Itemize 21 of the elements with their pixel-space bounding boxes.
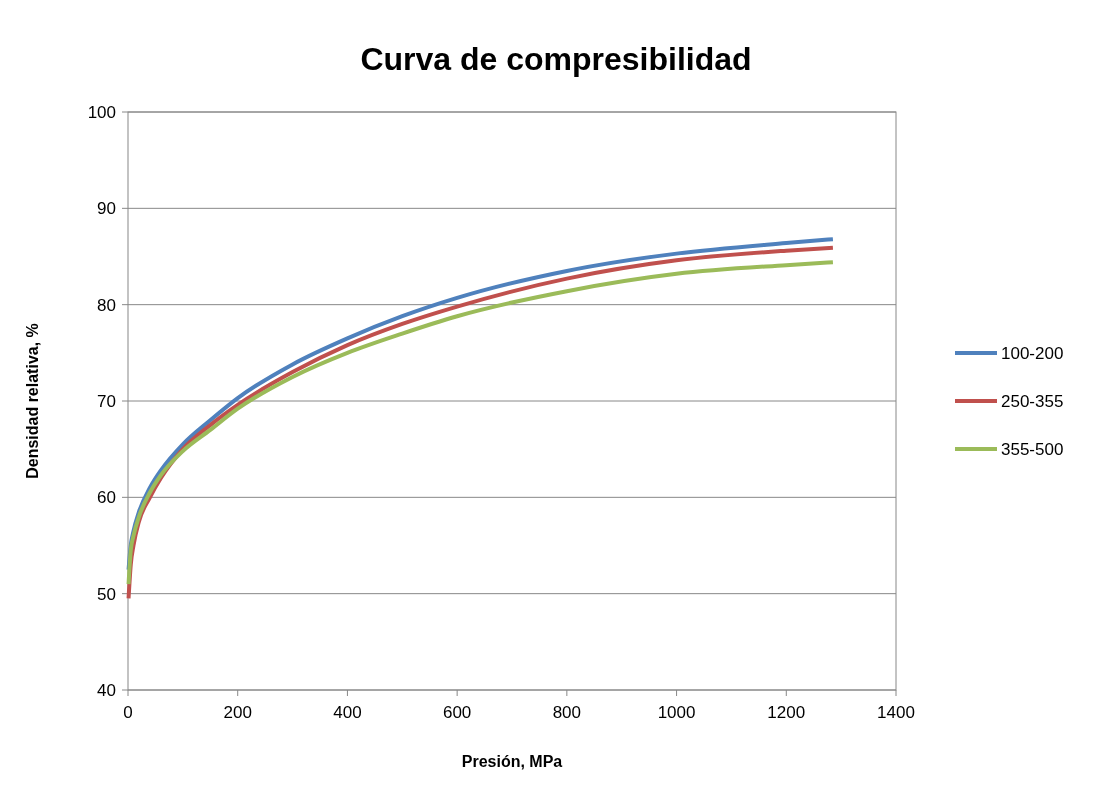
x-tick-label: 800 [552,703,582,722]
chart-title: Curva de compresibilidad [360,41,752,77]
x-tick-label: 0 [123,703,133,722]
y-tick-label: 100 [87,103,116,122]
x-tick-label: 1200 [767,703,806,722]
y-tick-label: 40 [97,681,116,700]
x-tick-label: 600 [442,703,472,722]
x-tick-label: 1000 [657,703,696,722]
y-tick-label: 50 [97,584,116,604]
x-tick-label: 1400 [877,703,915,722]
y-tick-label: 60 [97,488,116,508]
legend-label: 100-200 [1001,344,1064,363]
y-tick-label: 90 [97,199,116,219]
legend-label: 250-355 [1001,392,1064,411]
y-tick-label: 80 [97,295,116,315]
x-tick-label: 200 [223,703,252,722]
x-axis-title: Presión, MPa [461,753,563,770]
y-tick-label: 70 [97,392,116,411]
legend-label: 355-500 [1001,440,1064,459]
x-tick-label: 400 [333,703,362,722]
y-axis-title: Densidad relativa, % [24,323,41,479]
